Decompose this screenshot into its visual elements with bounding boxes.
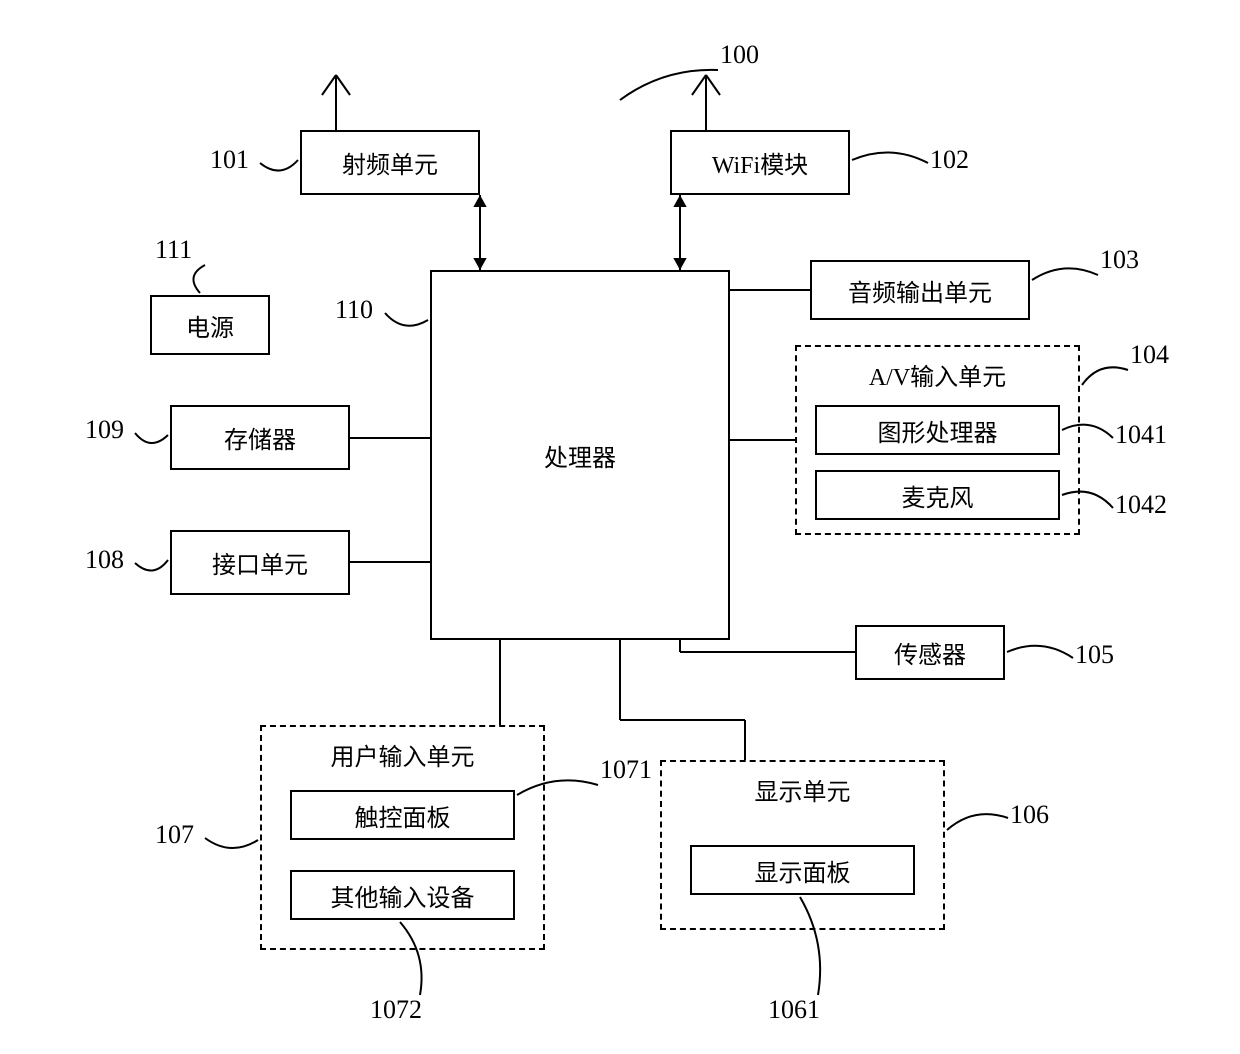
other_in-box: 其他输入设备: [290, 870, 515, 920]
ref-label-104: 104: [1130, 340, 1169, 370]
processor-box: 处理器: [430, 270, 730, 640]
power-box: 电源: [150, 295, 270, 355]
ref-label-1041: 1041: [1115, 420, 1167, 450]
audio_out-label: 音频输出单元: [848, 273, 992, 308]
rf_unit-box: 射频单元: [300, 130, 480, 195]
ref-label-105: 105: [1075, 640, 1114, 670]
gpu-label: 图形处理器: [878, 413, 998, 448]
ref-label-108: 108: [85, 545, 124, 575]
ref-label-103: 103: [1100, 245, 1139, 275]
audio_out-box: 音频输出单元: [810, 260, 1030, 320]
sensor-label: 传感器: [894, 635, 966, 670]
other_in-label: 其他输入设备: [331, 878, 475, 913]
ref-label-102: 102: [930, 145, 969, 175]
diagram-canvas: 处理器 射频单元 WiFi模块电源存储器接口单元 音频输出单元传感器 A/V输入单元图形…: [0, 0, 1240, 1054]
sensor-box: 传感器: [855, 625, 1005, 680]
gpu-box: 图形处理器: [815, 405, 1060, 455]
power-label: 电源: [186, 308, 234, 343]
ref-label-106: 106: [1010, 800, 1049, 830]
ref-label-109: 109: [85, 415, 124, 445]
display-title: 显示单元: [662, 772, 943, 807]
processor-label: 处理器: [544, 438, 616, 473]
ref-label-1071: 1071: [600, 755, 652, 785]
mic-box: 麦克风: [815, 470, 1060, 520]
ref-label-100: 100: [720, 40, 759, 70]
panel-box: 显示面板: [690, 845, 915, 895]
user_input-title: 用户输入单元: [262, 737, 543, 772]
touch-box: 触控面板: [290, 790, 515, 840]
interface-label: 接口单元: [212, 545, 308, 580]
ref-label-1042: 1042: [1115, 490, 1167, 520]
mic-label: 麦克风: [902, 478, 974, 513]
ref-label-110: 110: [335, 295, 373, 325]
ref-label-111: 111: [155, 235, 192, 265]
av_input-title: A/V输入单元: [797, 357, 1078, 392]
ref-label-1061: 1061: [768, 995, 820, 1025]
rf_unit-label: 射频单元: [342, 145, 438, 180]
ref-label-1072: 1072: [370, 995, 422, 1025]
memory-box: 存储器: [170, 405, 350, 470]
panel-label: 显示面板: [755, 853, 851, 888]
memory-label: 存储器: [224, 420, 296, 455]
wifi_module-box: WiFi模块: [670, 130, 850, 195]
ref-label-101: 101: [210, 145, 249, 175]
ref-label-107: 107: [155, 820, 194, 850]
interface-box: 接口单元: [170, 530, 350, 595]
wifi_module-label: WiFi模块: [712, 145, 808, 180]
touch-label: 触控面板: [355, 798, 451, 833]
